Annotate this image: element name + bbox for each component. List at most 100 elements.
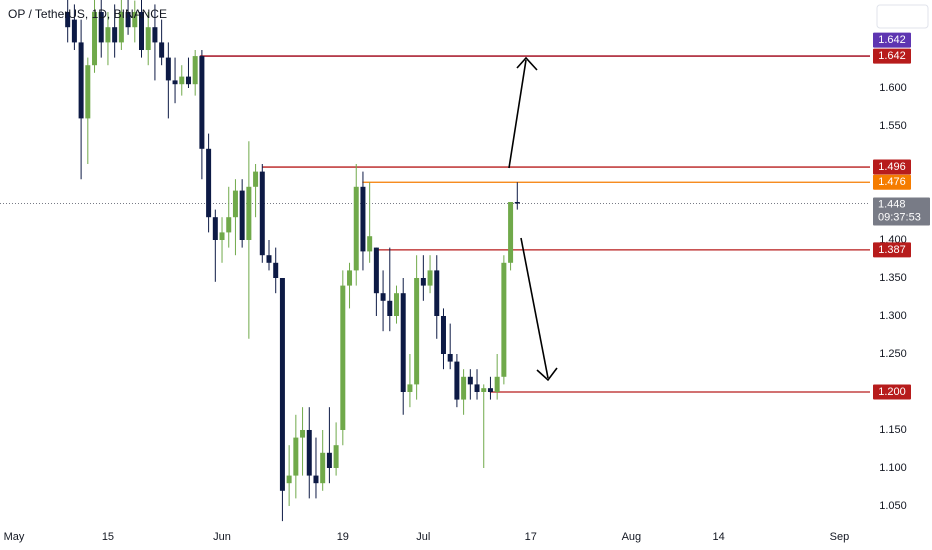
- arrow-down: [520, 237, 549, 379]
- price-badge-label: 1.642: [878, 50, 906, 62]
- candle-body: [481, 388, 487, 392]
- arrows: [508, 56, 558, 382]
- price-badge-label: 1.496: [878, 161, 906, 173]
- candle-body: [467, 376, 473, 385]
- candle-body: [78, 42, 84, 119]
- candle-body: [400, 293, 406, 392]
- chart-title: OP / TetherUS, 1D, BINANCE: [8, 7, 167, 21]
- candle-body: [259, 171, 265, 256]
- x-tick-label: May: [4, 531, 25, 543]
- price-badge-bg: [873, 384, 911, 400]
- candle-body: [266, 255, 272, 263]
- candle-body: [199, 56, 205, 149]
- price-badge: 1.387: [873, 242, 911, 258]
- candle-body: [286, 475, 292, 484]
- candle-body: [138, 12, 144, 51]
- candle-body: [300, 429, 306, 438]
- x-tick-label: Jun: [213, 531, 231, 543]
- candle-body: [394, 293, 400, 316]
- price-badge: 1.200: [873, 384, 911, 400]
- candle-body: [387, 300, 393, 316]
- price-badge: 1.476: [873, 174, 911, 190]
- candle-body: [313, 475, 319, 484]
- y-tick-label: 1.600: [879, 82, 907, 94]
- candle-body: [92, 12, 98, 66]
- candle-body: [427, 270, 433, 286]
- y-tick-label: 1.250: [879, 348, 907, 360]
- candle-body: [118, 12, 124, 43]
- candle-body: [461, 376, 467, 400]
- candle-body: [340, 285, 346, 430]
- y-tick-label: 1.550: [879, 120, 907, 132]
- y-tick-label: 1.150: [879, 424, 907, 436]
- candle-body: [246, 186, 252, 240]
- arrow-head: [536, 367, 558, 382]
- candle-body: [165, 57, 171, 81]
- candle-body: [71, 19, 77, 43]
- last-price-label: 1.448: [878, 198, 906, 210]
- candle-body: [65, 12, 71, 28]
- toolbar-button[interactable]: [876, 4, 929, 29]
- candle-body: [132, 12, 138, 28]
- candle-body: [212, 217, 218, 240]
- candle-body: [152, 27, 158, 43]
- x-tick-label: Sep: [830, 531, 850, 543]
- price-badge-bg: [873, 48, 911, 64]
- candle-body: [407, 384, 413, 392]
- candle-body: [414, 277, 420, 385]
- plot-area: [0, 0, 870, 522]
- candle-body: [306, 429, 312, 476]
- x-tick-label: 15: [102, 531, 114, 543]
- candle-body: [501, 262, 507, 377]
- candle-body: [112, 27, 118, 43]
- price-badge-label: 1.200: [878, 386, 906, 398]
- x-tick-label: Aug: [622, 531, 642, 543]
- candle-body: [447, 353, 453, 362]
- candle-body: [434, 270, 440, 316]
- price-badge-bg: [873, 32, 911, 48]
- price-badge: 1.642: [873, 48, 911, 64]
- candle-body: [226, 217, 232, 233]
- price-badge-label: 1.387: [878, 244, 906, 256]
- candle-body: [474, 384, 480, 392]
- candle-body: [192, 56, 198, 85]
- candle-body: [232, 190, 238, 218]
- candle-body: [440, 315, 446, 354]
- price-badge-bg: [873, 242, 911, 258]
- candle-body: [125, 12, 131, 28]
- candle-body: [326, 452, 332, 468]
- x-tick-label: 17: [525, 531, 537, 543]
- y-tick-label: 1.300: [879, 310, 907, 322]
- candle-body: [347, 270, 353, 286]
- countdown-label: 09:37:53: [878, 211, 921, 223]
- candle-body: [367, 236, 373, 252]
- candle-body: [206, 148, 212, 218]
- candle-body: [145, 27, 151, 51]
- candle-body: [105, 27, 111, 43]
- y-tick-label: 1.100: [879, 462, 907, 474]
- candle-body: [454, 361, 460, 400]
- candle-body: [293, 437, 299, 476]
- candle-body: [494, 376, 500, 392]
- candle-body: [514, 201, 520, 204]
- candle-body: [219, 232, 225, 240]
- candle-body: [508, 201, 514, 263]
- candle-body: [353, 186, 359, 271]
- candle-body: [380, 293, 386, 301]
- candle-body: [172, 80, 178, 85]
- candle-body: [98, 12, 104, 43]
- arrow-up: [508, 59, 527, 169]
- x-tick-label: 19: [337, 531, 349, 543]
- candle-body: [420, 277, 426, 286]
- price-badge: 1.642: [873, 32, 911, 48]
- y-tick-label: 1.050: [879, 500, 907, 512]
- candle-body: [279, 277, 285, 491]
- price-badge-label: 1.476: [878, 176, 906, 188]
- x-tick-label: 14: [712, 531, 724, 543]
- candle-body: [159, 42, 165, 58]
- candle-body: [179, 76, 185, 85]
- y-tick-label: 1.350: [879, 272, 907, 284]
